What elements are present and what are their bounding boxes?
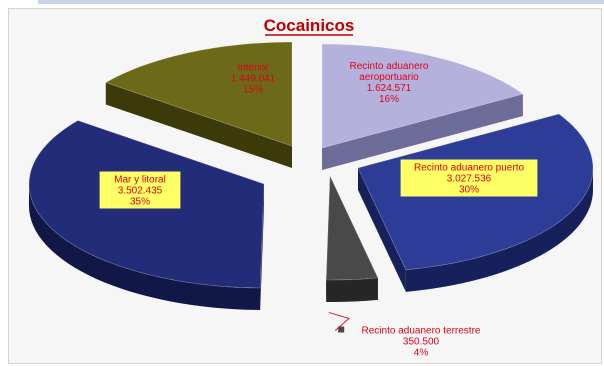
slice-label-line: Recinto aduanero <box>350 61 429 72</box>
pie-slice-side-3 <box>326 277 378 302</box>
slice-label-line: Mar y litoral <box>114 175 166 186</box>
slice-label-line: 1.449.041 <box>231 74 276 85</box>
slice-label-line: 3.027.536 <box>447 174 492 185</box>
slice-label-1: Recinto aduaneroaeroportuario1.624.57116… <box>350 61 429 105</box>
slice-label-line: 16% <box>379 94 399 105</box>
slice-label-box-2 <box>400 159 538 197</box>
pie-slice-5 <box>104 41 293 168</box>
slice-label-line: aeroportuario <box>359 72 419 83</box>
pie-slice-side-4 <box>29 184 261 310</box>
pie-slice-top-3 <box>325 175 379 281</box>
slice-label-line: 30% <box>459 185 479 196</box>
pie-slice-top-1 <box>321 43 524 149</box>
slice-label-line: 3.502.435 <box>118 186 163 197</box>
slice-label-line: 15% <box>243 85 263 96</box>
pie-slice-wall-5-1 <box>105 82 292 168</box>
chart-title: Cocainicos <box>264 16 355 35</box>
pie-slice-wall-2-2 <box>358 168 406 292</box>
slice-label-line: Recinto aduanero puerto <box>414 163 525 174</box>
slice-label-box-4 <box>99 171 181 209</box>
slice-label-line: 35% <box>130 197 150 208</box>
pie-slice-1 <box>321 43 524 170</box>
pie-slice-3 <box>325 175 379 302</box>
slice-label-line: 350.500 <box>403 337 440 348</box>
slice-label-line: 4% <box>414 348 429 359</box>
slice-label-line: Recinto aduanero terrestre <box>362 326 481 337</box>
pie-slice-4 <box>28 120 265 310</box>
pie-slice-top-5 <box>104 41 293 147</box>
pie-slice-side-2 <box>405 168 593 292</box>
leader-line <box>328 312 350 331</box>
legend-marker <box>338 326 345 333</box>
slice-label-line: Interior <box>237 63 269 74</box>
slice-label-line: 1.624.571 <box>367 83 412 94</box>
pie-slice-wall-1-2 <box>322 94 523 170</box>
top-border-strip <box>38 0 604 4</box>
pie-slice-wall-4-1 <box>260 184 264 310</box>
